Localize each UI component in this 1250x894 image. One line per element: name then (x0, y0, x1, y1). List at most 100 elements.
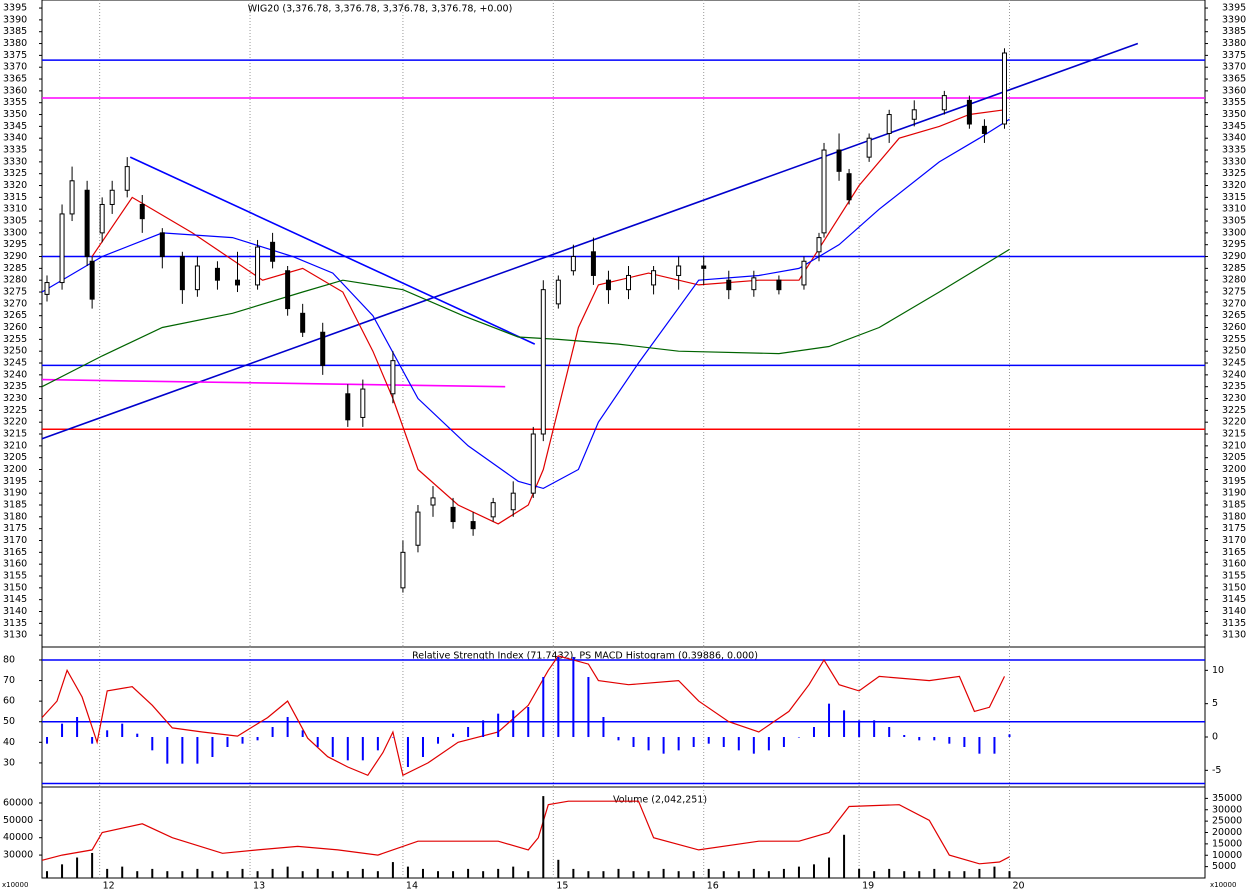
bar (918, 871, 921, 878)
y-tick-label: 3150 (3, 582, 27, 593)
bar (421, 868, 424, 878)
bar (993, 737, 996, 754)
y-tick-label-right: 3185 (1222, 500, 1246, 511)
y-tick-label: 3225 (3, 405, 27, 416)
bar (722, 737, 725, 747)
bar (196, 737, 199, 764)
candle-body (751, 277, 757, 291)
candle-body (214, 267, 220, 281)
y-tick-label-right: 3350 (1222, 109, 1246, 120)
y-tick-label: 3315 (3, 192, 27, 203)
y-tick-label: 40000 (3, 832, 33, 843)
candle-body (555, 279, 561, 305)
y-tick-label: 3240 (3, 369, 27, 380)
bar (467, 727, 470, 737)
bar (301, 871, 304, 878)
y-tick-label: 3375 (3, 50, 27, 61)
candle-body (701, 265, 707, 269)
bar (993, 866, 996, 878)
candle-body (179, 256, 185, 291)
bar (948, 737, 951, 744)
bar (331, 871, 334, 878)
bar (1008, 871, 1011, 878)
y-tick-label-right: 3375 (1222, 50, 1246, 61)
y-tick-label-right: 3245 (1222, 358, 1246, 369)
y-tick-label-right: 3320 (1222, 180, 1246, 191)
candle-body (530, 433, 536, 494)
x-tick-label: 14 (406, 881, 418, 892)
y-tick-label: 3275 (3, 287, 27, 298)
bar (452, 871, 455, 878)
bar (482, 871, 485, 878)
y-tick-label-right: 3335 (1222, 145, 1246, 156)
bar (497, 713, 500, 737)
x-tick-label: 15 (556, 881, 568, 892)
y2-unit: x10000 (1210, 881, 1236, 889)
y-tick-label: 3290 (3, 251, 27, 262)
bar (346, 737, 349, 761)
bar (828, 857, 831, 878)
bar (286, 866, 289, 878)
y-tick-label-right: 3325 (1222, 168, 1246, 179)
bar (587, 871, 590, 878)
bar (452, 733, 455, 737)
bar (391, 862, 394, 878)
candle-body (836, 149, 842, 172)
bar (858, 720, 861, 737)
y-tick-label: 3215 (3, 429, 27, 440)
y-tick-label: 3365 (3, 74, 27, 85)
y2-tick-label: -5 (1212, 765, 1221, 776)
y-tick-label: 3345 (3, 121, 27, 132)
x-tick-label: 13 (253, 881, 265, 892)
y-tick-label-right: 3365 (1222, 74, 1246, 85)
y-tick-label: 3205 (3, 452, 27, 463)
bar (933, 737, 936, 741)
y-tick-label-right: 3190 (1222, 488, 1246, 499)
bar (482, 720, 485, 737)
y-tick-label-right: 3290 (1222, 251, 1246, 262)
y-tick-label: 3325 (3, 168, 27, 179)
bar (121, 866, 124, 878)
bar (737, 737, 740, 751)
bar (106, 730, 109, 737)
y-tick-label-right: 3155 (1222, 571, 1246, 582)
candle-body (270, 241, 276, 262)
y-tick-label: 30 (3, 757, 15, 768)
bar (707, 737, 710, 744)
bar (421, 737, 424, 757)
bar (256, 871, 259, 878)
candle-body (124, 166, 130, 191)
y2-tick-label: 0 (1212, 732, 1218, 743)
bar (782, 868, 785, 878)
y-tick-label-right: 3390 (1222, 14, 1246, 25)
y-tick-label: 3280 (3, 275, 27, 286)
candle-body (59, 213, 65, 284)
bar (151, 868, 154, 878)
y-tick-label-right: 3395 (1222, 3, 1246, 14)
y-tick-label: 3250 (3, 346, 27, 357)
y-tick-label-right: 3180 (1222, 511, 1246, 522)
y-tick-label-right: 3135 (1222, 618, 1246, 629)
bar (797, 737, 800, 738)
bar (361, 868, 364, 878)
x-tick-label: 12 (103, 881, 115, 892)
y2-tick-label: 25000 (1212, 816, 1242, 827)
line-series (91, 109, 1005, 525)
y-tick-label: 3255 (3, 334, 27, 345)
bar (903, 735, 906, 737)
candle-body (966, 99, 972, 125)
bar (602, 717, 605, 737)
bar (888, 727, 891, 737)
candle-body (941, 95, 947, 111)
bar (121, 723, 124, 737)
y-tick-label: 3320 (3, 180, 27, 191)
y-tick-label-right: 3385 (1222, 26, 1246, 37)
bar (632, 871, 635, 878)
bar (76, 717, 79, 737)
candle-body (776, 279, 782, 291)
y-tick-label-right: 3270 (1222, 298, 1246, 309)
candle-body (676, 265, 682, 276)
candle-body (1001, 52, 1007, 125)
candle-body (255, 246, 261, 286)
y-tick-label: 3285 (3, 263, 27, 274)
